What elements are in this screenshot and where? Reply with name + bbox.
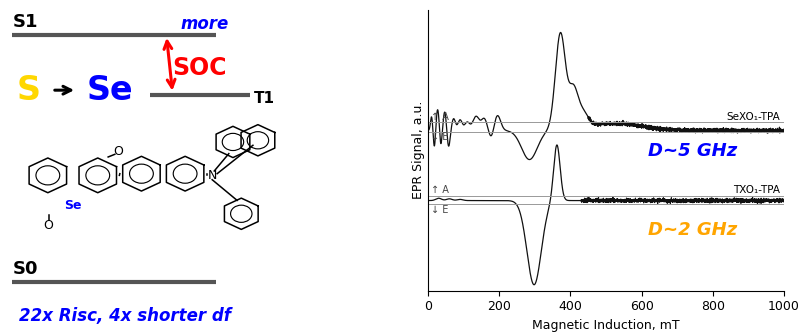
Text: D~5 GHz: D~5 GHz bbox=[649, 143, 738, 160]
Text: 22x Risc, 4x shorter df: 22x Risc, 4x shorter df bbox=[18, 307, 231, 325]
Text: S: S bbox=[17, 74, 41, 107]
Text: ↓ E: ↓ E bbox=[431, 132, 448, 142]
Text: Se: Se bbox=[87, 74, 134, 107]
Text: SeXO₁-TPA: SeXO₁-TPA bbox=[726, 112, 781, 122]
Text: S0: S0 bbox=[13, 260, 38, 278]
Y-axis label: EPR Signal, a.u.: EPR Signal, a.u. bbox=[412, 101, 426, 199]
Text: O: O bbox=[113, 146, 122, 158]
Text: N: N bbox=[207, 169, 217, 182]
X-axis label: Magnetic Induction, mT: Magnetic Induction, mT bbox=[532, 319, 680, 332]
Text: TXO₁-TPA: TXO₁-TPA bbox=[734, 185, 781, 195]
Text: ↑ A: ↑ A bbox=[431, 112, 449, 122]
Text: O: O bbox=[43, 219, 53, 232]
Text: ↓ E: ↓ E bbox=[431, 205, 448, 215]
Text: Se: Se bbox=[64, 199, 82, 212]
Text: more: more bbox=[181, 15, 230, 33]
Text: ↑ A: ↑ A bbox=[431, 185, 449, 195]
Text: S1: S1 bbox=[13, 13, 38, 31]
Text: SOC: SOC bbox=[173, 56, 227, 80]
Text: D~2 GHz: D~2 GHz bbox=[649, 221, 738, 239]
Text: T1: T1 bbox=[254, 91, 274, 106]
